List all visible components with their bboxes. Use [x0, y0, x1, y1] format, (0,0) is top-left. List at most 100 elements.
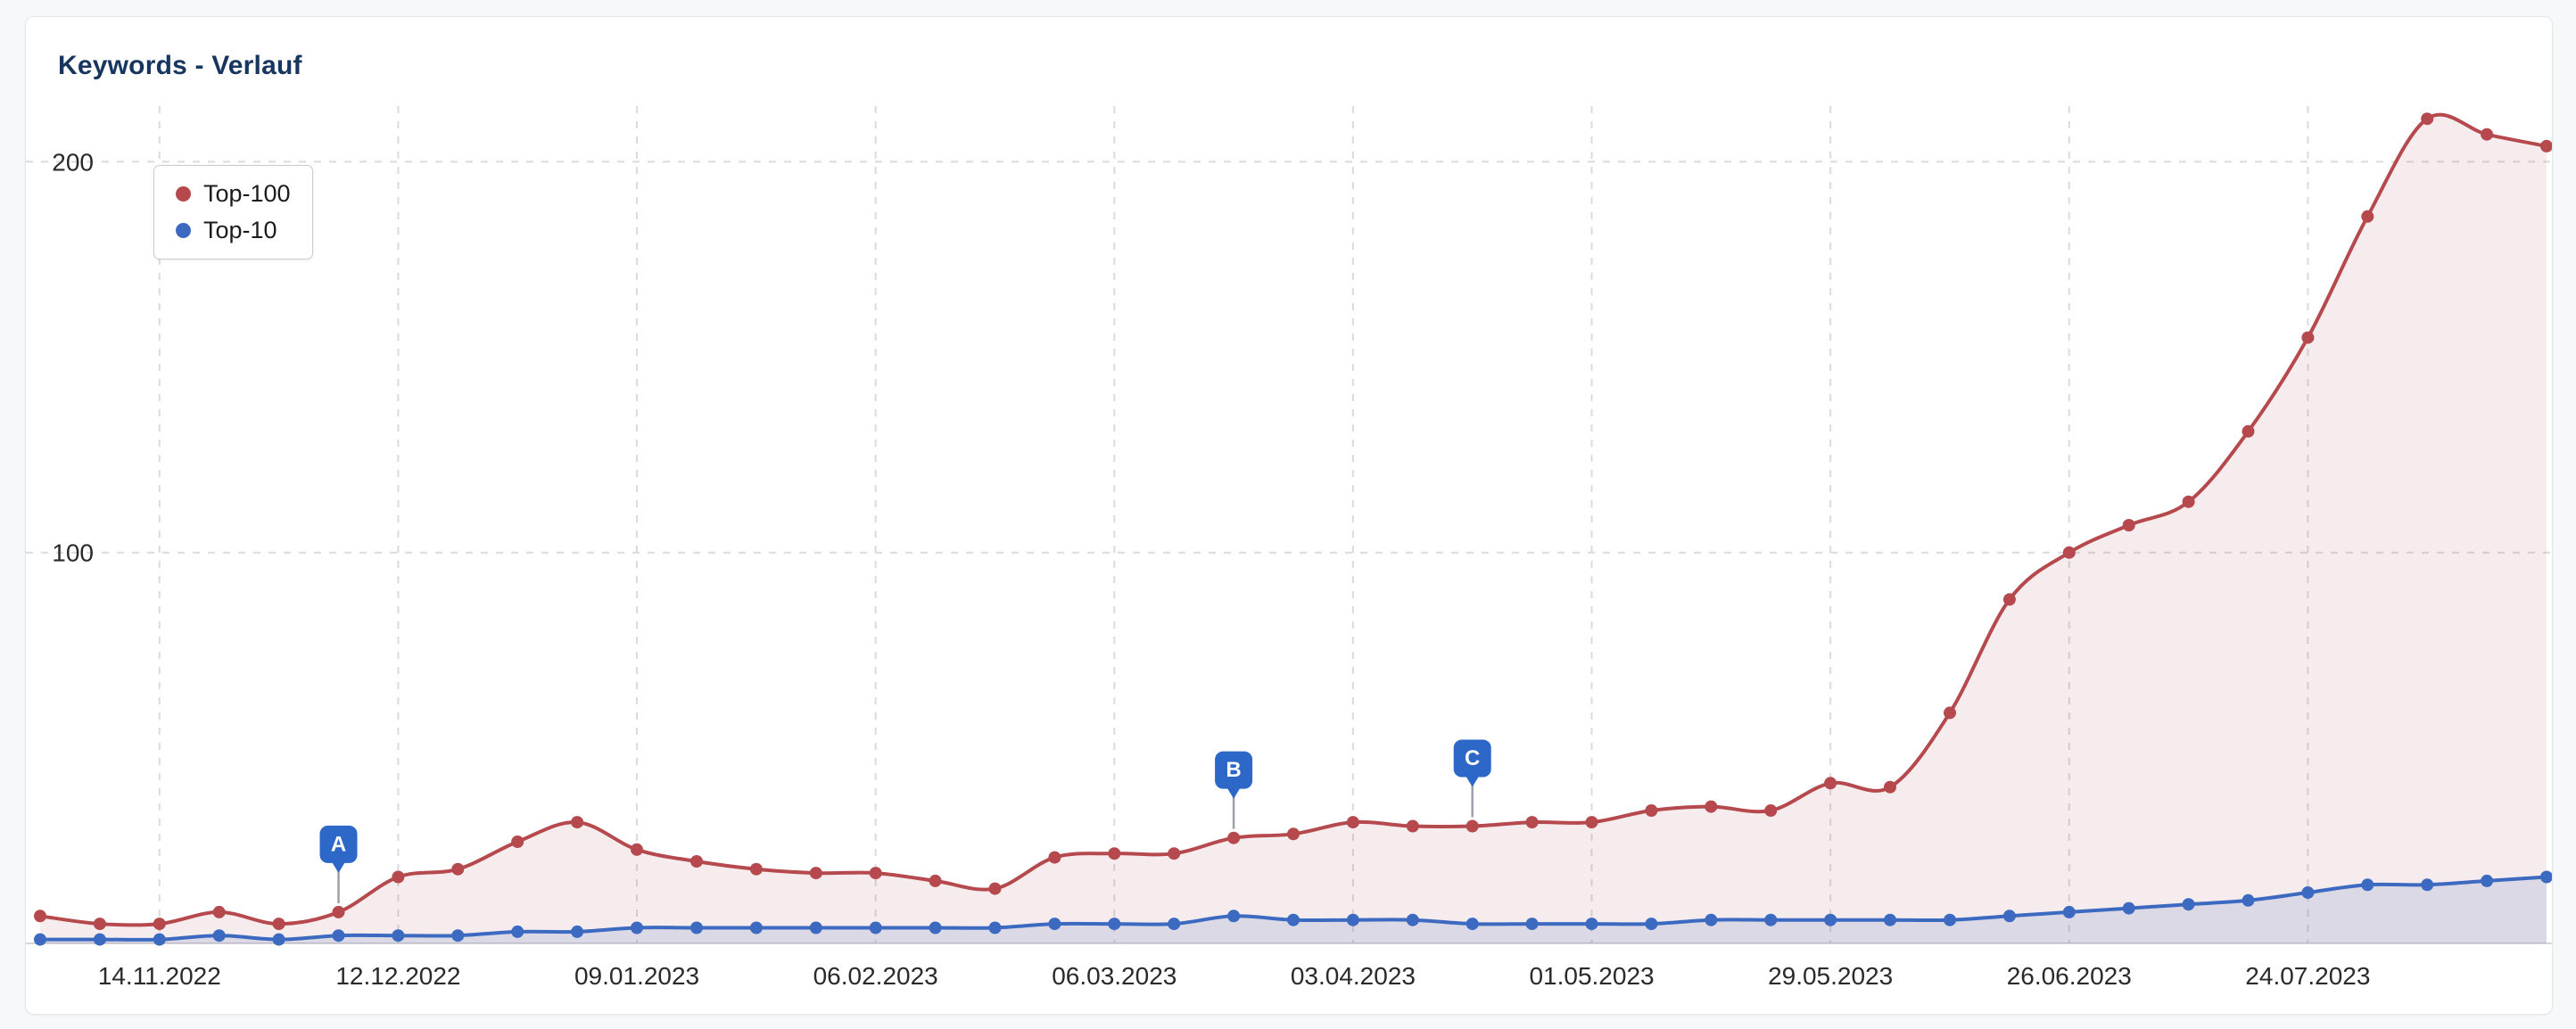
x-axis-label: 03.04.2023 [1291, 962, 1416, 990]
top100-data-point [1168, 847, 1181, 860]
top100-data-point [2361, 210, 2374, 223]
top100-data-point [332, 905, 345, 918]
event-marker-letter: A [331, 832, 346, 856]
top100-data-point [1824, 777, 1837, 790]
top10-data-point [392, 929, 405, 943]
top10-data-point [2361, 878, 2374, 892]
top10-legend-dot-icon [176, 223, 191, 238]
top100-data-point [1227, 831, 1241, 844]
event-marker-badge [1453, 739, 1491, 778]
top100-data-point [929, 874, 942, 887]
top10-data-point [1585, 918, 1598, 931]
top100-data-point [272, 918, 285, 931]
top10-data-point [1048, 918, 1061, 931]
x-axis-label: 14.11.2022 [98, 962, 221, 990]
top10-data-point [1645, 918, 1658, 931]
top10-data-point [2182, 898, 2195, 911]
top10-data-point [1346, 913, 1359, 926]
top10-data-point [571, 925, 584, 938]
top100-data-point [392, 870, 405, 884]
top10-data-point [272, 933, 285, 946]
y-axis-label: 200 [52, 148, 94, 176]
top10-data-point [2122, 901, 2135, 915]
top100-data-point [869, 867, 882, 880]
top100-data-point [690, 855, 703, 868]
top100-data-point [749, 862, 763, 876]
chart-legend: Top-100 Top-10 [153, 165, 313, 259]
top100-data-point [2540, 139, 2552, 152]
event-marker-C[interactable]: C [1453, 739, 1491, 818]
top10-data-point [1705, 913, 1718, 926]
top100-data-point [1287, 827, 1300, 841]
top100-data-point [2301, 331, 2315, 344]
top10-data-point [332, 929, 345, 943]
top10-data-point [2062, 905, 2076, 918]
top10-data-point [1764, 913, 1778, 926]
top100-data-point [2122, 519, 2135, 531]
top10-data-point [988, 921, 1002, 934]
top100-data-point [153, 918, 166, 931]
top10-data-point [1108, 918, 1121, 931]
top10-data-point [1168, 918, 1181, 931]
keywords-history-chart: 100 200 14.11.2022 12.12.2022 09.01.2023 06.0… [26, 106, 2552, 990]
top10-data-point [1227, 910, 1241, 923]
y-axis-label: 100 [52, 539, 94, 567]
top100-data-point [1466, 819, 1479, 833]
event-marker-B[interactable]: B [1215, 751, 1253, 829]
top10-data-point [2242, 893, 2255, 907]
top10-data-point [1287, 913, 1300, 926]
top10-data-point [451, 929, 465, 943]
x-axis-label: 06.03.2023 [1052, 962, 1177, 990]
top100-data-point [2481, 128, 2494, 141]
top100-data-point [2421, 112, 2434, 126]
top100-data-point [34, 910, 46, 923]
top10-data-point [631, 921, 643, 934]
x-axis-label: 09.01.2023 [574, 962, 699, 990]
x-axis-label: 24.07.2023 [2245, 962, 2370, 990]
top10-data-point [809, 921, 822, 934]
top100-data-point [2242, 424, 2255, 438]
top10-data-point [1525, 918, 1539, 931]
top10-data-point [1944, 913, 1956, 926]
top10-data-point [2002, 910, 2016, 923]
top10-data-point [1884, 913, 1896, 926]
top10-data-point [93, 933, 106, 946]
card-title: Keywords - Verlauf [58, 51, 302, 80]
top10-data-point [929, 921, 942, 934]
top10-area [40, 877, 2547, 943]
event-marker-pointer [1226, 786, 1242, 799]
legend-item-top10: Top-10 [176, 218, 291, 243]
top100-data-point [571, 816, 584, 829]
top100-area [40, 114, 2547, 943]
top10-data-point [1466, 918, 1479, 931]
top10-data-point [690, 921, 703, 934]
top100-data-point [1884, 780, 1896, 794]
top100-data-point [1705, 800, 1718, 813]
x-axis-label: 12.12.2022 [335, 962, 460, 990]
x-axis-label: 06.02.2023 [813, 962, 938, 990]
top10-data-point [749, 921, 763, 934]
x-axis-label: 01.05.2023 [1529, 962, 1654, 990]
event-marker-badge [1215, 751, 1253, 789]
top10-data-point [869, 921, 882, 934]
top100-data-point [988, 882, 1002, 895]
event-marker-A[interactable]: A [319, 825, 358, 903]
top100-data-point [1048, 851, 1061, 864]
top10-data-point [212, 929, 226, 943]
top100-data-point [809, 867, 822, 880]
top100-data-point [1585, 816, 1598, 829]
top100-data-point [2062, 546, 2076, 559]
top10-data-point [511, 925, 524, 938]
event-marker-pointer [1465, 775, 1480, 787]
top10-data-point [2540, 870, 2552, 884]
top100-data-point [511, 836, 524, 848]
top100-data-point [1525, 816, 1539, 829]
event-marker-letter: B [1226, 758, 1241, 782]
top10-data-point [2421, 878, 2434, 892]
top10-data-point [1824, 913, 1837, 926]
top100-data-point [2002, 593, 2016, 606]
top100-data-point [1346, 816, 1359, 829]
event-marker-letter: C [1465, 746, 1480, 770]
top100-data-point [1108, 847, 1121, 860]
